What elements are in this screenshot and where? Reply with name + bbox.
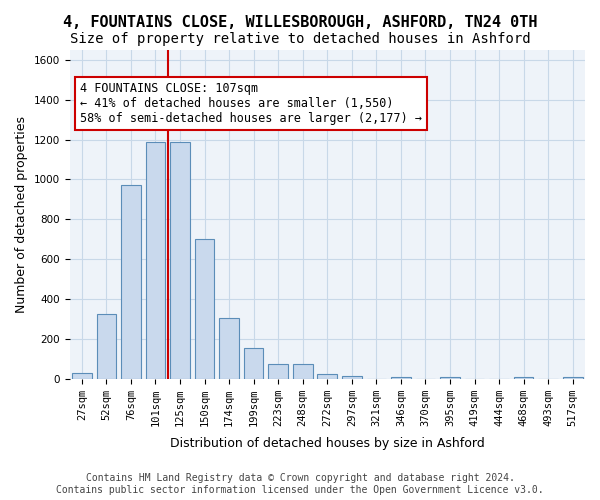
Bar: [219, 318, 239, 378]
Bar: [391, 376, 411, 378]
Text: Size of property relative to detached houses in Ashford: Size of property relative to detached ho…: [70, 32, 530, 46]
Text: 4 FOUNTAINS CLOSE: 107sqm
← 41% of detached houses are smaller (1,550)
58% of se: 4 FOUNTAINS CLOSE: 107sqm ← 41% of detac…: [80, 82, 422, 125]
Bar: [146, 142, 165, 378]
Bar: [195, 239, 214, 378]
Bar: [97, 314, 116, 378]
X-axis label: Distribution of detached houses by size in Ashford: Distribution of detached houses by size …: [170, 437, 485, 450]
Bar: [317, 374, 337, 378]
Bar: [121, 186, 141, 378]
Text: 4, FOUNTAINS CLOSE, WILLESBOROUGH, ASHFORD, TN24 0TH: 4, FOUNTAINS CLOSE, WILLESBOROUGH, ASHFO…: [63, 15, 537, 30]
Bar: [440, 376, 460, 378]
Text: Contains HM Land Registry data © Crown copyright and database right 2024.
Contai: Contains HM Land Registry data © Crown c…: [56, 474, 544, 495]
Bar: [342, 376, 362, 378]
Bar: [244, 348, 263, 378]
Y-axis label: Number of detached properties: Number of detached properties: [15, 116, 28, 313]
Bar: [293, 364, 313, 378]
Bar: [514, 376, 533, 378]
Bar: [268, 364, 288, 378]
Bar: [72, 372, 92, 378]
Bar: [170, 142, 190, 378]
Bar: [563, 376, 583, 378]
